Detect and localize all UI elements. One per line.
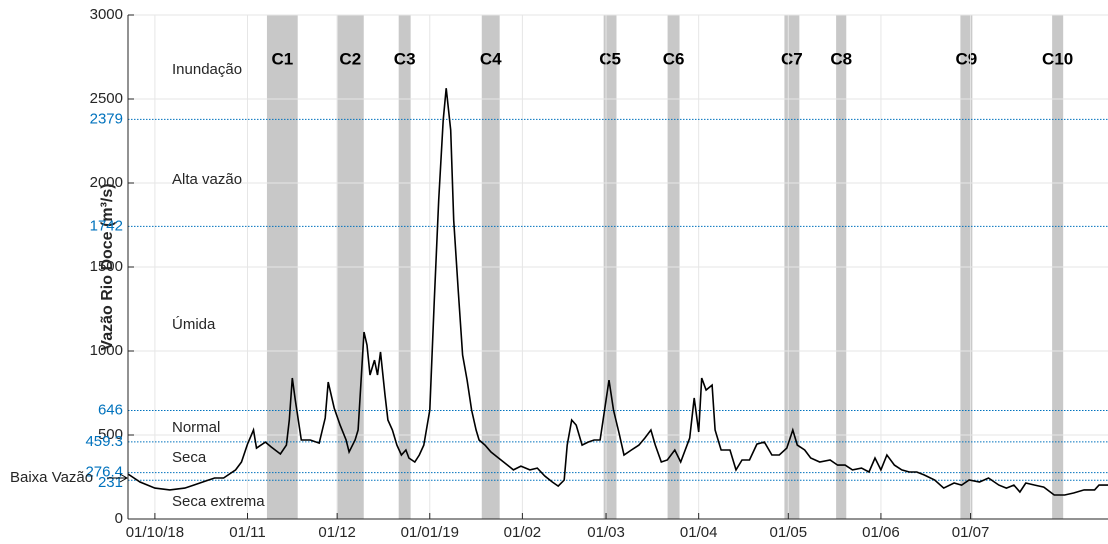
y-tick-label: 1500 [90, 258, 123, 275]
regime-label: Inundação [172, 61, 242, 78]
flow-line [127, 88, 1108, 496]
regime-label: Normal [172, 419, 220, 436]
regime-label: Alta vazão [172, 171, 242, 188]
y-tick-label: 3000 [90, 6, 123, 23]
campaign-label: C5 [599, 49, 621, 68]
regime-label: Seca extrema [172, 493, 265, 510]
y-axis-label: Vazão Rio Doce (m³/s) [99, 183, 116, 350]
x-tick-label: 01/05 [770, 524, 808, 541]
arrow [107, 473, 129, 483]
campaign-label: C2 [339, 49, 361, 68]
campaign-label: C10 [1042, 49, 1073, 68]
regime-label: Seca [172, 449, 207, 466]
campaign-label: C1 [271, 49, 293, 68]
regime-label: Úmida [172, 316, 216, 333]
threshold-label: 646 [98, 401, 123, 418]
threshold-label: 2379 [90, 110, 123, 127]
x-tick-label: 01/12 [318, 524, 356, 541]
x-tick-label: 01/07 [952, 524, 990, 541]
x-tick-label: 01/11 [229, 524, 265, 541]
y-tick-label: 500 [98, 426, 123, 443]
campaign-label: C8 [830, 49, 852, 68]
x-tick-label: 01/01/19 [401, 524, 459, 541]
campaign-label: C4 [480, 49, 502, 68]
y-tick-label: 0 [115, 510, 123, 527]
x-tick-label: 01/04 [680, 524, 718, 541]
x-tick-label: 01/10/18 [126, 524, 184, 541]
x-tick-label: 01/06 [862, 524, 900, 541]
campaign-label: C3 [394, 49, 416, 68]
threshold-label: 1742 [90, 217, 123, 234]
regime-label: Baixa Vazão [10, 469, 93, 486]
campaign-label: C9 [956, 49, 978, 68]
y-tick-label: 2000 [90, 174, 123, 191]
y-tick-label: 2500 [90, 90, 123, 107]
x-tick-label: 01/02 [504, 524, 542, 541]
y-tick-label: 1000 [90, 342, 123, 359]
x-tick-label: 01/03 [587, 524, 625, 541]
campaign-label: C7 [781, 49, 803, 68]
threshold-label: 459.3 [85, 433, 123, 450]
threshold-label: 276.4 [85, 464, 123, 481]
campaign-label: C6 [663, 49, 685, 68]
